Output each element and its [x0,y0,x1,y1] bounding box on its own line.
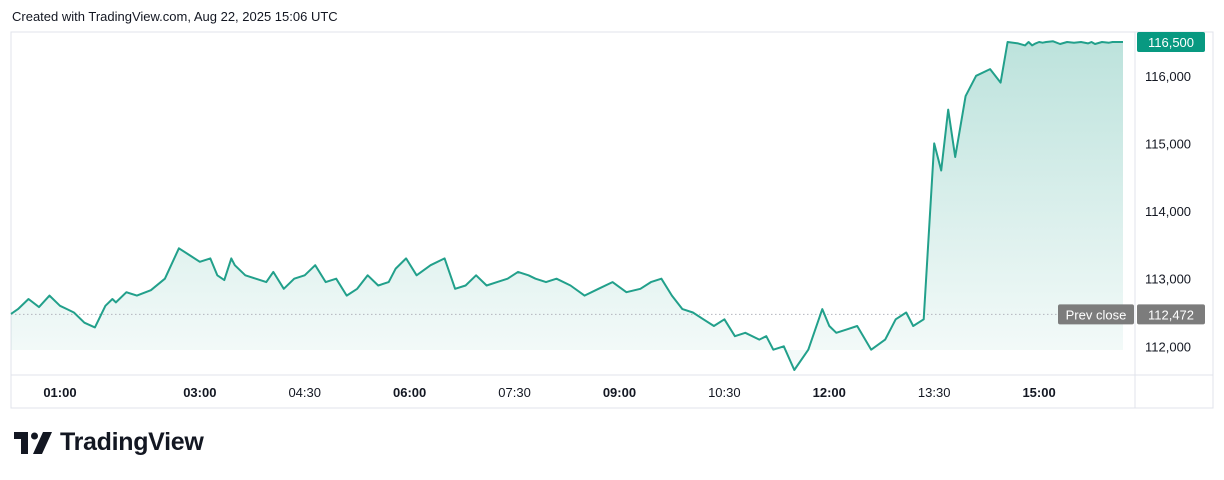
y-tick-label: 116,000 [1145,69,1191,84]
x-tick-label: 07:30 [498,385,531,400]
x-tick-label: 15:00 [1022,385,1055,400]
x-tick-label: 10:30 [708,385,741,400]
x-tick-label: 13:30 [918,385,951,400]
x-tick-label: 06:00 [393,385,426,400]
y-tick-label: 112,000 [1145,339,1191,354]
prev-close-value-badge [1137,304,1205,325]
last-price-label: 116,500 [1148,35,1194,50]
prev-close-label: Prev close [1066,307,1127,322]
price-line [10,40,1123,371]
last-price-badge [1137,32,1205,52]
tradingview-logo-icon [14,431,52,454]
tradingview-brand[interactable]: TradingView [14,428,204,457]
y-tick-label: 113,000 [1145,272,1191,287]
x-tick-label: 09:00 [603,385,636,400]
x-tick-label: 12:00 [813,385,846,400]
y-tick-label: 115,000 [1145,136,1191,151]
tradingview-wordmark: TradingView [60,428,204,456]
prev-close-badge [1058,304,1134,325]
x-tick-label: 04:30 [288,385,321,400]
price-area-fill [11,41,1123,371]
price-chart[interactable]: 112,000 113,000 114,000 115,000 116,000 01:0… [0,0,1224,420]
prev-close-value-label: 112,472 [1148,307,1194,322]
y-tick-label: 114,000 [1145,204,1191,219]
created-with-caption: Created with TradingView.com, Aug 22, 20… [12,9,338,24]
chart-frame [10,31,1214,409]
x-tick-label: 03:00 [183,385,216,400]
x-tick-label: 01:00 [43,385,76,400]
